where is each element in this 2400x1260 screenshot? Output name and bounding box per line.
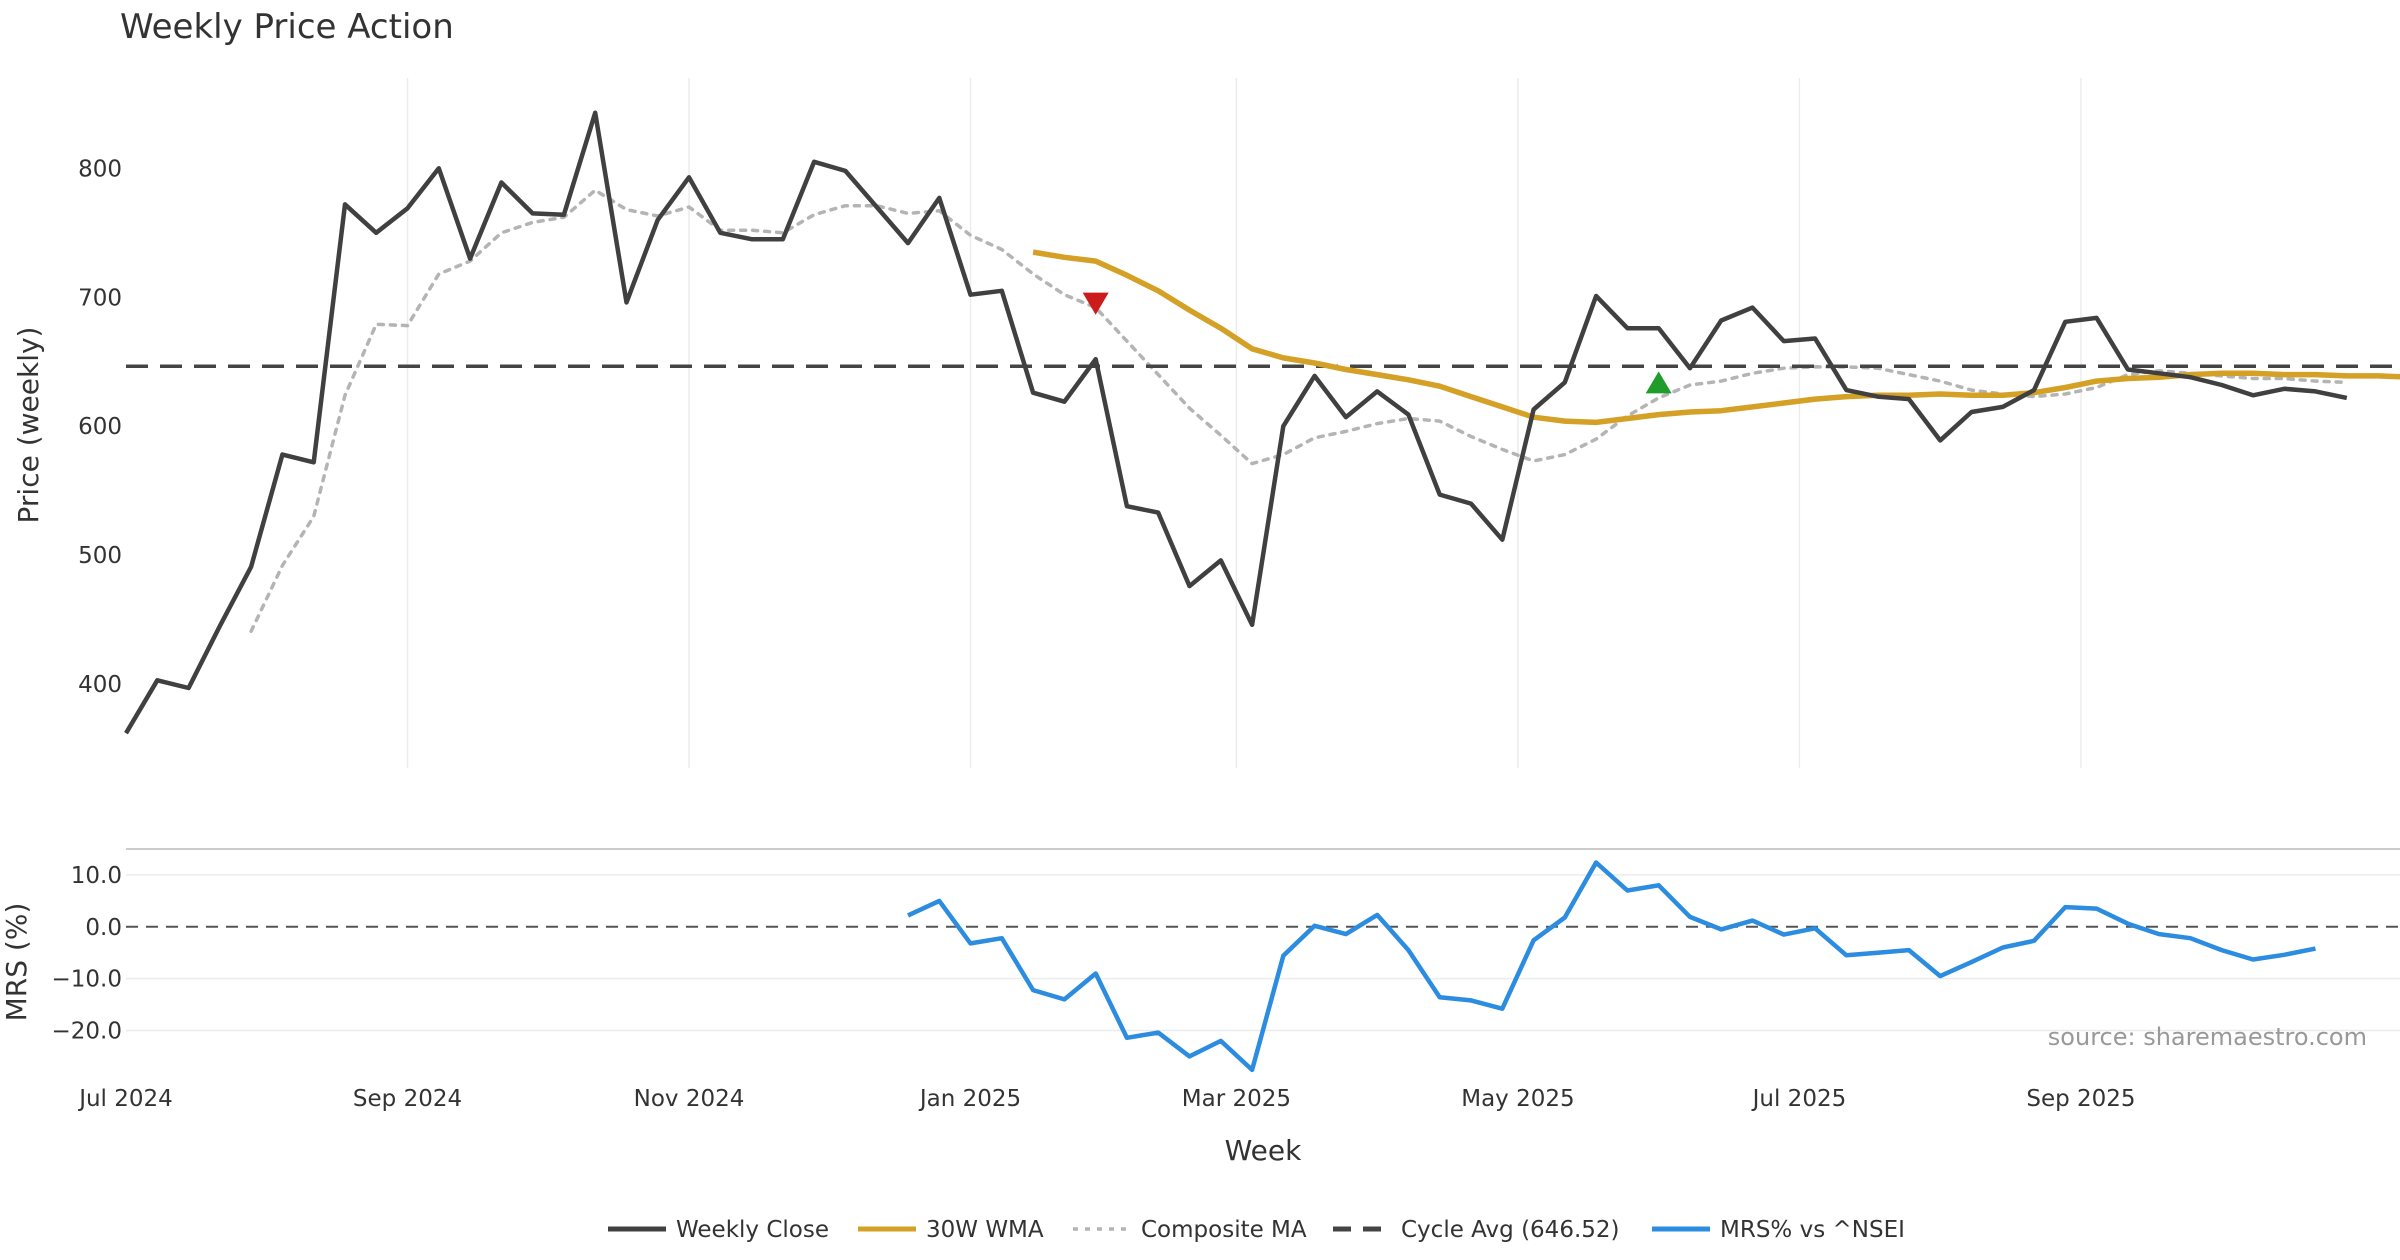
mrs-y-tick-label: −20.0 — [52, 1019, 122, 1045]
series-layer — [124, 110, 2400, 1073]
mrs-line — [907, 860, 2316, 1073]
x-tick-label: Mar 2025 — [1182, 1086, 1291, 1112]
x-axis-label: Week — [1225, 1134, 1302, 1167]
price-grid — [406, 78, 2082, 768]
x-tick-label: Sep 2024 — [353, 1086, 462, 1112]
price-y-ticks: 400 500 600 700 800 — [78, 156, 122, 698]
x-tick-label: May 2025 — [1461, 1086, 1574, 1112]
price-y-axis-label: Price (weekly) — [12, 327, 45, 524]
price-y-tick-label: 600 — [78, 414, 122, 440]
source-credit: source: sharemaestro.com — [2048, 1023, 2367, 1051]
x-tick-label: Jul 2024 — [77, 1086, 173, 1112]
legend-label: MRS% vs ^NSEI — [1720, 1217, 1905, 1243]
buy-signal-marker — [1645, 371, 1672, 394]
sell-signal-marker — [1082, 292, 1109, 315]
mrs-y-tick-label: 0.0 — [85, 915, 122, 941]
legend: Weekly Close 30W WMA Composite MA Cycle Avg… — [608, 1217, 1905, 1243]
x-tick-label: Jul 2025 — [1751, 1086, 1847, 1112]
legend-label: 30W WMA — [926, 1217, 1044, 1243]
price-y-tick-label: 800 — [78, 156, 122, 182]
chart-title: Weekly Price Action — [120, 7, 454, 47]
markers-layer — [1082, 292, 1672, 394]
x-tick-label: Nov 2024 — [634, 1086, 745, 1112]
mrs-y-axis-label: MRS (%) — [0, 903, 33, 1022]
legend-label: Cycle Avg (646.52) — [1401, 1217, 1620, 1243]
price-y-tick-label: 500 — [78, 543, 122, 569]
legend-label: Weekly Close — [676, 1217, 829, 1243]
composite-ma-line — [249, 188, 2349, 634]
mrs-y-tick-label: −10.0 — [52, 967, 122, 993]
mrs-y-ticks: 10.0 0.0 −10.0 −20.0 — [52, 863, 122, 1045]
wma-30w-line — [1032, 249, 2400, 426]
x-ticks: Jul 2024 Sep 2024 Nov 2024 Jan 2025 Mar 2025… — [77, 1086, 2135, 1112]
x-tick-label: Jan 2025 — [918, 1086, 1021, 1112]
price-y-tick-label: 400 — [78, 672, 122, 698]
x-tick-label: Sep 2025 — [2026, 1086, 2135, 1112]
legend-label: Composite MA — [1141, 1217, 1307, 1243]
mrs-grid — [126, 874, 2400, 1032]
mrs-y-tick-label: 10.0 — [71, 863, 122, 889]
weekly-close-line — [124, 110, 2348, 735]
price-y-tick-label: 700 — [78, 285, 122, 311]
